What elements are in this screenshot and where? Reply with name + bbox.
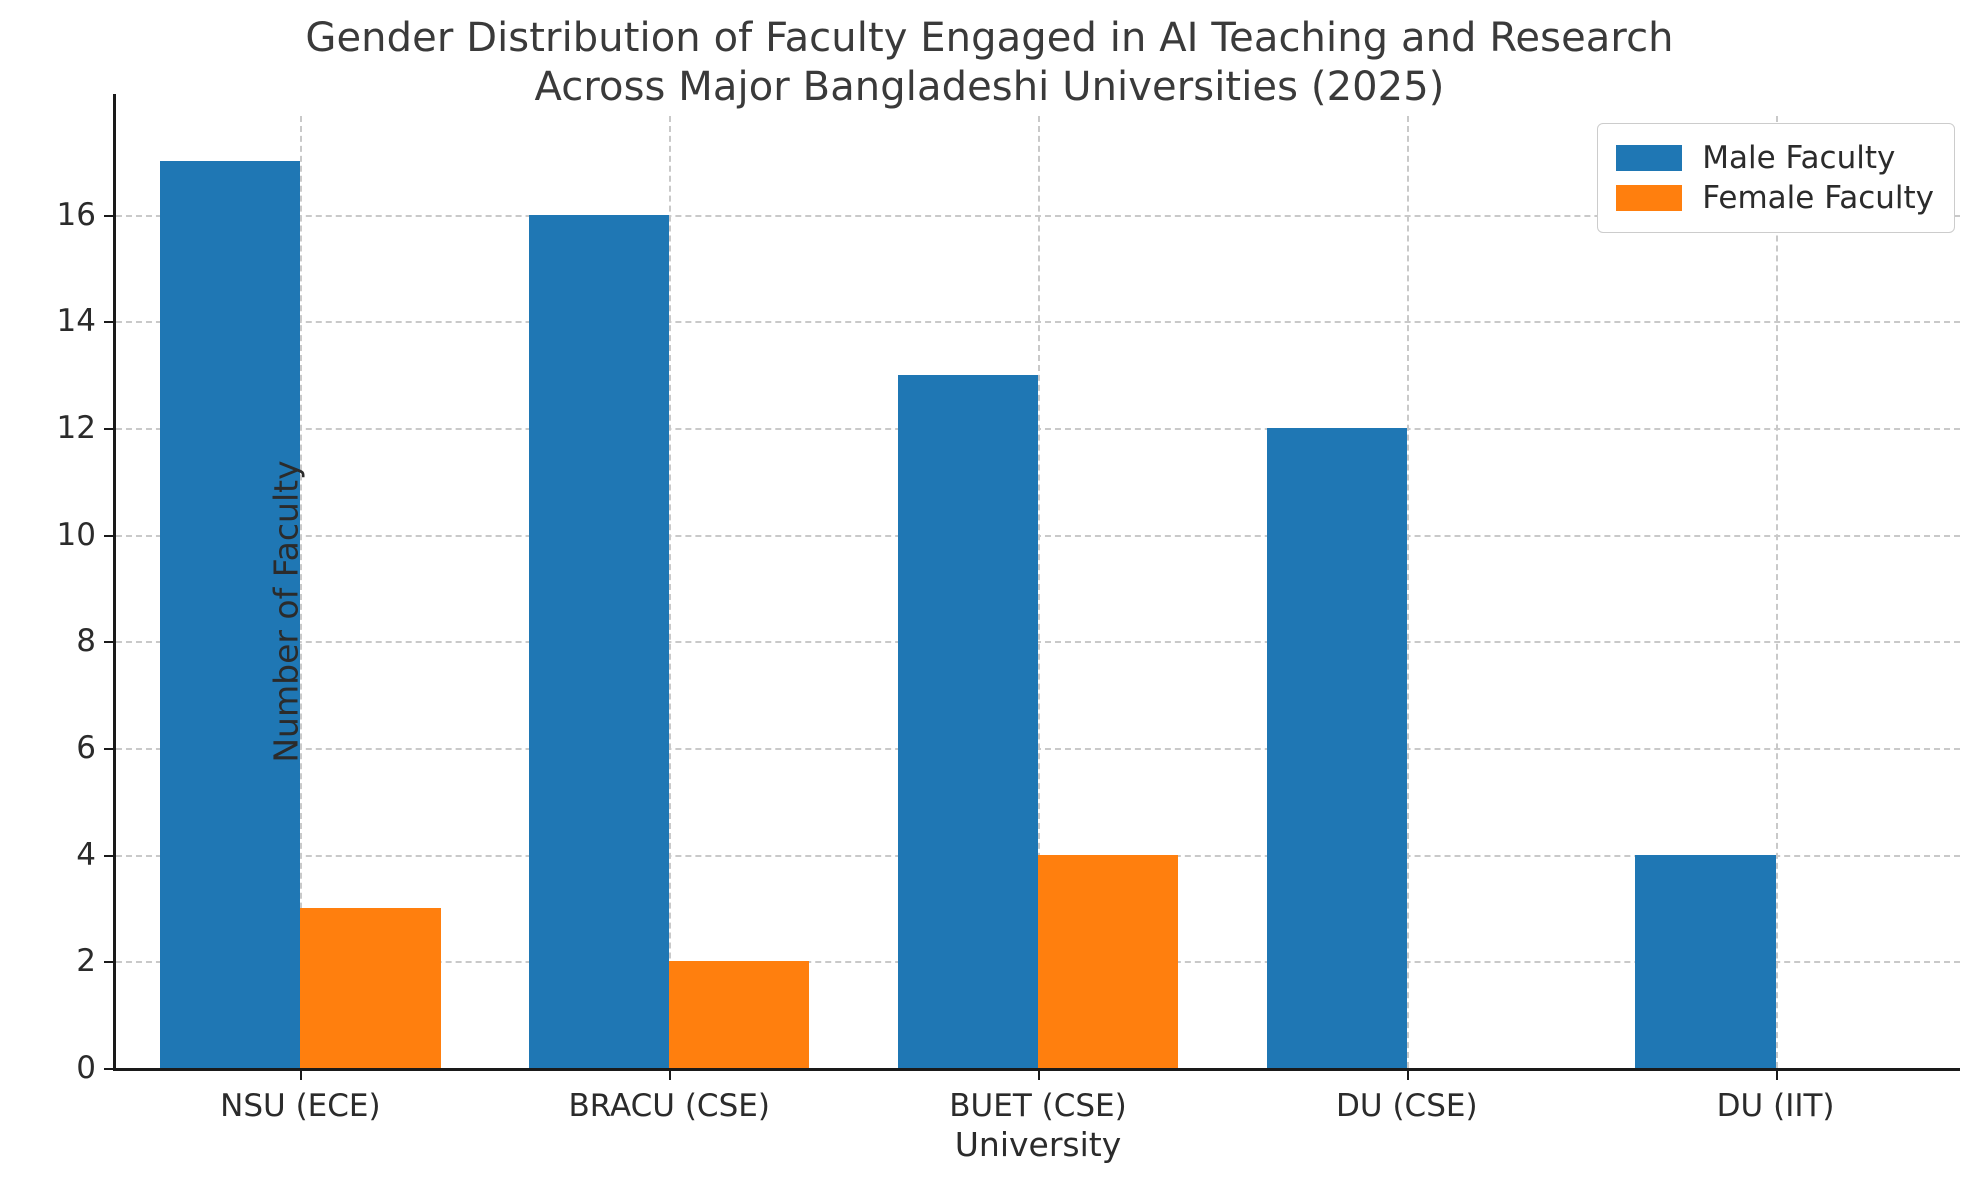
chart-title-line-1: Gender Distribution of Faculty Engaged i…: [305, 15, 1674, 61]
bar-male: [1635, 854, 1776, 1068]
y-axis-tick-mark: [104, 748, 116, 750]
gridline-vertical: [1775, 116, 1778, 1068]
y-axis-tick-label: 6: [76, 730, 96, 766]
legend-item[interactable]: Female Faculty: [1616, 178, 1934, 218]
legend-item[interactable]: Male Faculty: [1616, 138, 1934, 178]
chart-legend: Male Faculty Female Faculty: [1597, 123, 1955, 233]
y-axis-tick-mark: [104, 428, 116, 430]
x-axis-tick-label: BRACU (CSE): [568, 1088, 770, 1124]
plot-area: 0 2 4 6 8 10 12 14 16 NSU (ECE) BRACU (CSE) BUET (C…: [57, 94, 1960, 1124]
x-axis-label: University: [954, 1125, 1122, 1164]
gridline-vertical: [669, 116, 672, 1068]
bar-male: [529, 214, 670, 1068]
y-axis-tick-mark: [104, 321, 116, 324]
y-axis-tick-mark: [104, 1068, 116, 1070]
bar-male: [897, 374, 1038, 1068]
gridline-vertical: [1406, 116, 1409, 1068]
y-axis-tick-label: 4: [76, 836, 96, 873]
plot-inner: 0 2 4 6 8 10 12 14 16 NSU (ECE) BRACU (CSE) BUET (C…: [57, 94, 1960, 1124]
legend-swatch-icon: [1616, 145, 1683, 171]
bar-female: [669, 961, 810, 1068]
y-axis-tick-label: 2: [76, 943, 96, 980]
x-axis-tick-label: NSU (ECE): [220, 1088, 381, 1124]
y-axis-tick-label: 16: [56, 196, 96, 233]
legend-swatch-icon: [1616, 185, 1683, 211]
y-axis-tick-mark: [104, 534, 116, 537]
legend-label: Female Faculty: [1702, 180, 1934, 216]
y-axis-tick-label: 10: [56, 516, 96, 553]
x-axis-tick-label: DU (CSE): [1336, 1088, 1478, 1124]
x-axis-tick-label: DU (IIT): [1716, 1088, 1835, 1124]
y-axis-tick-label: 0: [76, 1050, 96, 1086]
gridline-vertical: [300, 116, 303, 1068]
x-axis-tick-mark: [300, 1068, 303, 1080]
y-axis-tick-label: 8: [76, 623, 96, 660]
y-axis-tick-label: 12: [56, 410, 96, 446]
bar-female: [1038, 854, 1179, 1068]
bar-male: [1266, 428, 1407, 1068]
chart-title: Gender Distribution of Faculty Engaged i…: [0, 14, 1979, 112]
x-axis-tick-mark: [669, 1068, 672, 1080]
bar-male: [160, 161, 301, 1068]
chart-title-line-2: Across Major Bangladeshi Universities (2…: [534, 63, 1445, 110]
x-axis-tick-label: BUET (CSE): [949, 1088, 1127, 1124]
y-axis-tick-label: 14: [56, 303, 96, 340]
bar-female: [300, 908, 441, 1068]
y-axis-spine: [113, 94, 116, 1068]
x-axis-tick-mark: [1038, 1068, 1040, 1080]
y-axis-tick-mark: [104, 961, 116, 964]
y-axis-tick-mark: [104, 214, 116, 217]
x-axis-tick-mark: [1406, 1068, 1409, 1080]
y-axis-label: Number of Faculty: [266, 460, 306, 763]
x-axis-tick-mark: [1775, 1068, 1778, 1080]
y-axis-tick-mark: [104, 854, 116, 857]
legend-label: Male Faculty: [1702, 140, 1896, 176]
gridline-vertical: [1038, 116, 1040, 1068]
y-axis-tick-mark: [104, 641, 116, 644]
x-axis-spine: [113, 1068, 1960, 1071]
